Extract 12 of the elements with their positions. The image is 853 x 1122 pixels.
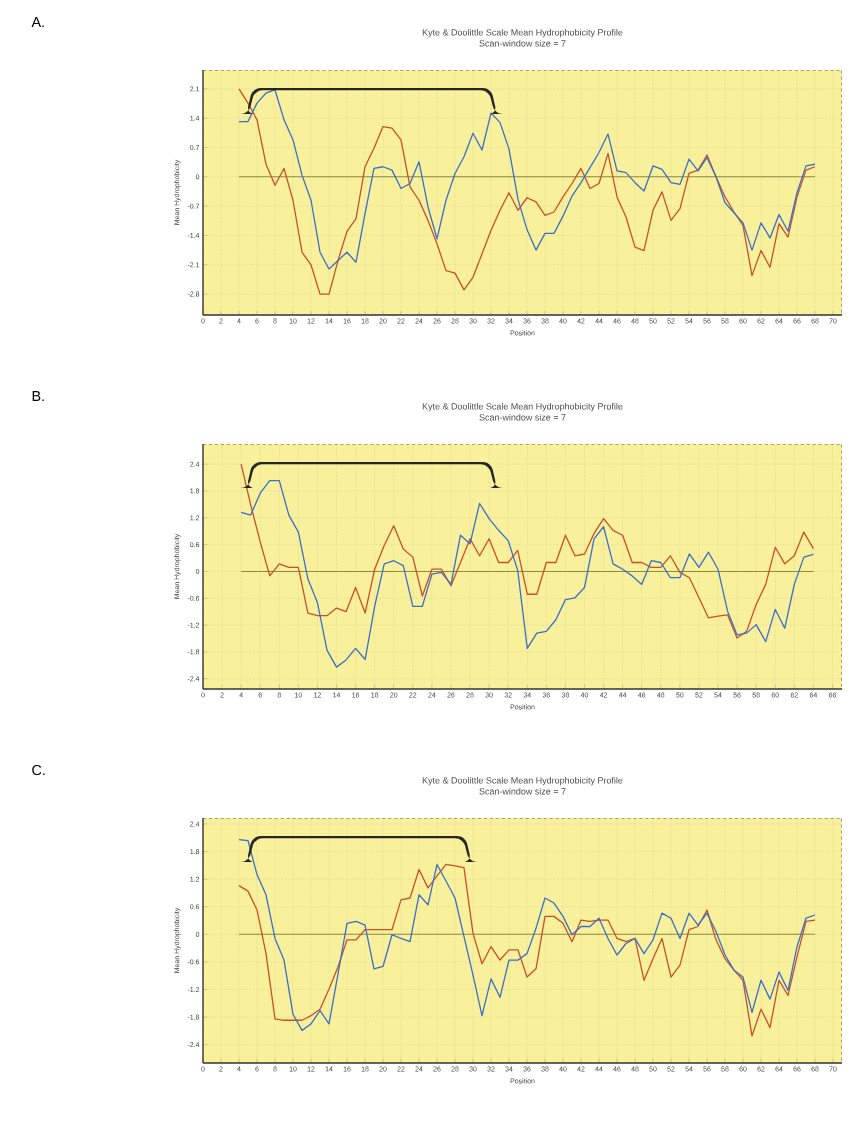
chart-subtitle: Scan-window size = 7 bbox=[479, 413, 566, 421]
chart-title: Kyte & Doolittle Scale Mean Hydrophobicity Profile bbox=[422, 402, 623, 412]
chart-title: Kyte & Doolittle Scale Mean Hydrophobicity Profile bbox=[422, 776, 623, 786]
chart-title: Kyte & Doolittle Scale Mean Hydrophobicity Profile bbox=[422, 28, 623, 38]
line-series bbox=[238, 838, 816, 1032]
text: B. bbox=[32, 391, 44, 401]
text: C. bbox=[32, 764, 45, 776]
text: A. bbox=[31, 17, 44, 27]
chart-subtitle: Scan-window size = 7 bbox=[479, 39, 566, 47]
line-series bbox=[240, 480, 815, 668]
line-series bbox=[240, 463, 815, 639]
chart-subtitle: Scan-window size = 7 bbox=[479, 787, 566, 795]
